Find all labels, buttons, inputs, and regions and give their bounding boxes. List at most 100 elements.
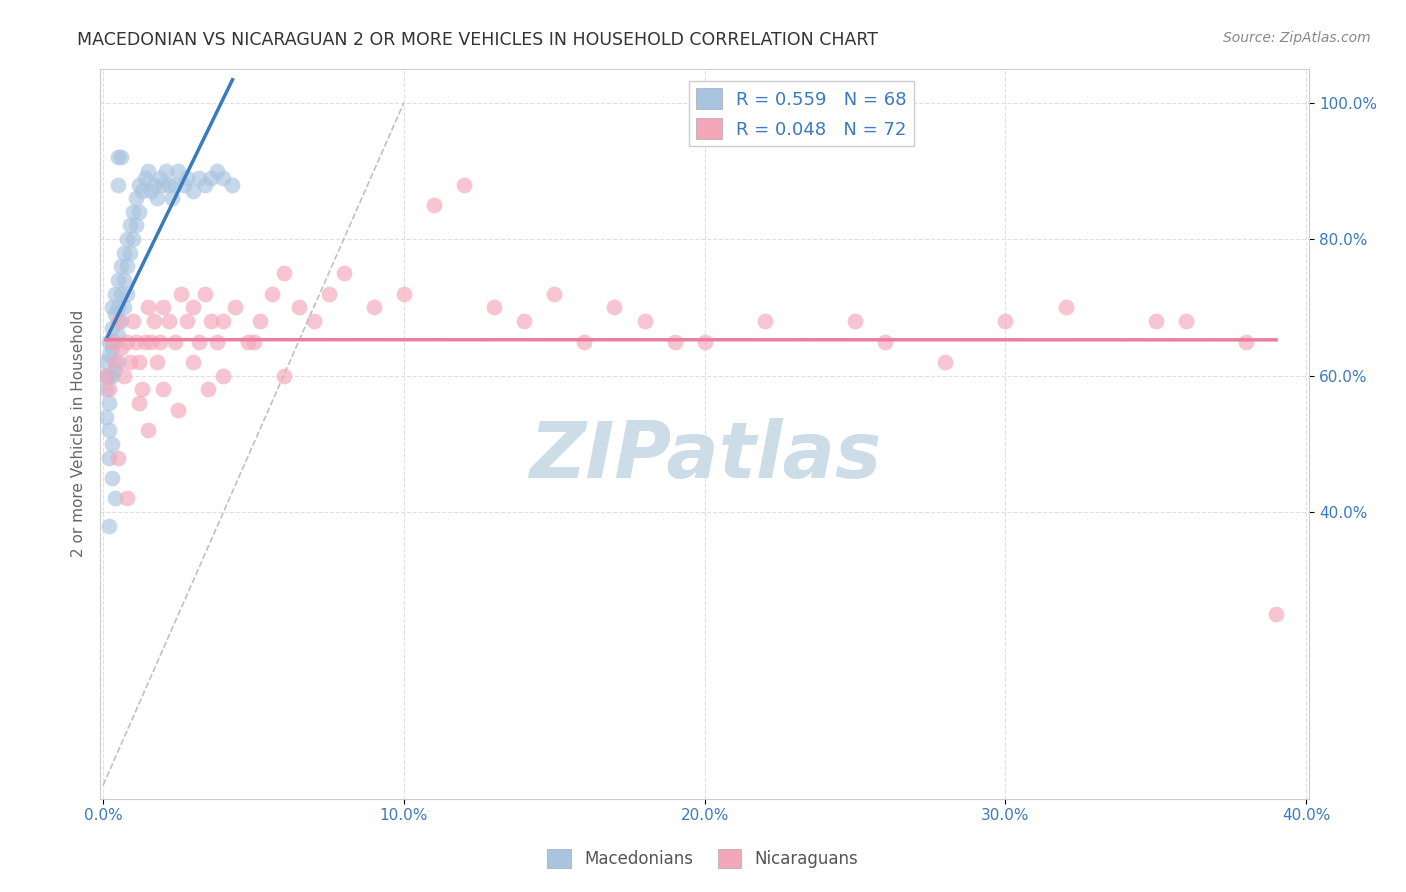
Point [120, 245, 142, 260]
Point [170, 286, 193, 301]
Point [136, 164, 159, 178]
Point [543, 286, 565, 301]
Point [1265, 607, 1288, 622]
Point [107, 273, 129, 287]
Point [194, 286, 217, 301]
Point [242, 334, 264, 349]
Point [128, 396, 150, 410]
Point [162, 191, 184, 205]
Point [128, 204, 150, 219]
Point [143, 178, 166, 192]
Point [110, 314, 132, 328]
Point [110, 260, 132, 274]
Point [183, 301, 205, 315]
Point [149, 334, 172, 349]
Point [212, 314, 235, 328]
Legend: Macedonians, Nicaraguans: Macedonians, Nicaraguans [541, 842, 865, 875]
Point [107, 150, 129, 164]
Point [122, 232, 145, 246]
Point [112, 245, 135, 260]
Point [934, 355, 956, 369]
Point [188, 334, 211, 349]
Point [188, 170, 211, 185]
Point [1174, 314, 1197, 328]
Point [94, 368, 117, 383]
Point [136, 301, 159, 315]
Point [134, 334, 156, 349]
Point [183, 185, 205, 199]
Point [994, 314, 1017, 328]
Text: Source: ZipAtlas.com: Source: ZipAtlas.com [1223, 31, 1371, 45]
Point [98, 396, 121, 410]
Point [302, 314, 325, 328]
Point [513, 314, 536, 328]
Point [875, 334, 897, 349]
Point [844, 314, 866, 328]
Point [101, 437, 124, 451]
Point [176, 170, 198, 185]
Point [664, 334, 686, 349]
Point [94, 409, 117, 424]
Point [122, 314, 145, 328]
Point [112, 273, 135, 287]
Point [115, 286, 138, 301]
Point [128, 355, 150, 369]
Point [167, 402, 190, 417]
Point [603, 301, 626, 315]
Point [194, 178, 217, 192]
Point [125, 219, 148, 233]
Point [104, 361, 127, 376]
Point [152, 382, 174, 396]
Point [104, 286, 127, 301]
Point [98, 348, 121, 362]
Point [221, 178, 243, 192]
Point [98, 423, 121, 437]
Point [107, 314, 129, 328]
Point [236, 334, 259, 349]
Point [260, 286, 283, 301]
Point [157, 314, 180, 328]
Point [273, 266, 295, 280]
Point [453, 178, 475, 192]
Point [152, 301, 174, 315]
Point [104, 334, 127, 349]
Text: ZIPatlas: ZIPatlas [529, 417, 880, 493]
Point [101, 471, 124, 485]
Point [98, 450, 121, 465]
Point [101, 334, 124, 349]
Point [273, 368, 295, 383]
Point [104, 491, 127, 506]
Point [212, 368, 235, 383]
Point [107, 178, 129, 192]
Point [115, 232, 138, 246]
Point [155, 164, 177, 178]
Point [120, 355, 142, 369]
Point [200, 314, 222, 328]
Point [287, 301, 309, 315]
Point [332, 266, 354, 280]
Point [363, 301, 385, 315]
Point [120, 219, 142, 233]
Point [423, 198, 446, 212]
Point [149, 170, 172, 185]
Point [107, 450, 129, 465]
Point [1054, 301, 1077, 315]
Point [94, 355, 117, 369]
Point [318, 286, 340, 301]
Point [110, 286, 132, 301]
Point [693, 334, 716, 349]
Point [101, 321, 124, 335]
Point [115, 491, 138, 506]
Point [141, 334, 163, 349]
Point [107, 301, 129, 315]
Point [131, 382, 153, 396]
Point [107, 327, 129, 342]
Point [197, 382, 219, 396]
Y-axis label: 2 or more Vehicles in Household: 2 or more Vehicles in Household [72, 310, 86, 558]
Point [574, 334, 596, 349]
Point [141, 185, 163, 199]
Point [173, 178, 195, 192]
Point [122, 204, 145, 219]
Point [146, 355, 169, 369]
Point [131, 185, 153, 199]
